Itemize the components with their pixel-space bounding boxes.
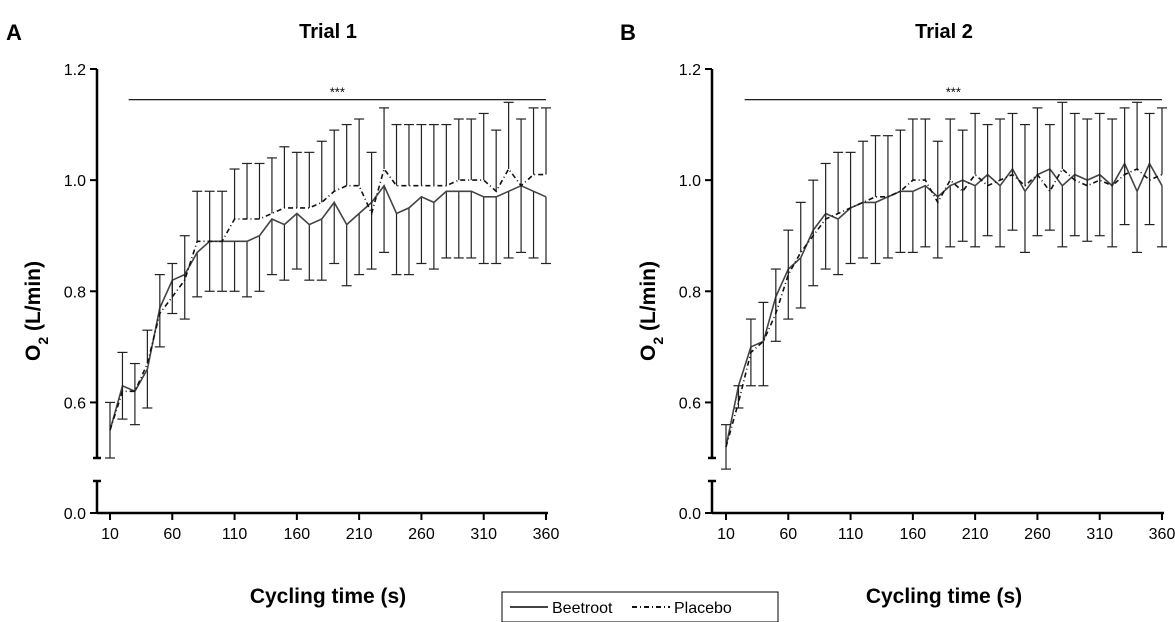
x-tick-label: 360 [533, 526, 560, 543]
y-tick-label: 0.0 [64, 506, 86, 523]
x-axis-title: Cycling time (s) [866, 585, 1022, 608]
x-tick-label: 160 [284, 526, 311, 543]
significance-label: *** [330, 85, 345, 100]
x-tick-label: 160 [900, 526, 927, 543]
x-tick-label: 360 [1149, 526, 1175, 543]
y-axis-title: O2 (L/min) [637, 261, 666, 361]
x-tick-label: 260 [408, 526, 435, 543]
y-tick-label: 0.8 [64, 284, 86, 301]
panel-trial-2: B Trial 2 0.6 0.8 1.0 1.2 0.0 10 60 110 160 210 260 3… [620, 20, 1175, 608]
y-tick-label: 0.6 [679, 395, 701, 412]
x-tick-label: 10 [101, 526, 119, 543]
panel-trial-1: A Trial 1 0.6 0.8 1.0 1.2 0.0 10 60 110 160 210 260 3… [6, 20, 559, 608]
x-tick-label: 110 [838, 526, 864, 543]
x-tick-label: 60 [779, 526, 797, 543]
x-tick-label: 310 [1086, 526, 1113, 543]
panel-letter: A [6, 20, 22, 45]
series-line-placebo [725, 167, 1163, 448]
x-axis-title: Cycling time (s) [250, 585, 406, 608]
x-tick-label: 60 [163, 526, 181, 543]
y-tick-label: 0.8 [679, 284, 701, 301]
panel-letter: B [620, 20, 636, 45]
x-tick-label: 210 [346, 526, 373, 543]
x-tick-label: 260 [1024, 526, 1051, 543]
series-line-beetroot [725, 161, 1163, 448]
x-tick-label: 210 [962, 526, 989, 543]
y-tick-label: 0.0 [679, 506, 701, 523]
y-tick-label: 1.2 [679, 62, 701, 79]
legend: Beetroot Placebo [501, 591, 779, 622]
y-axis-title: O2 (L/min) [22, 261, 51, 361]
significance-label: *** [946, 85, 961, 100]
x-tick-label: 310 [470, 526, 497, 543]
panel-title: Trial 2 [915, 21, 973, 43]
y-tick-label: 0.6 [64, 395, 86, 412]
series-line-placebo [109, 167, 546, 431]
legend-label-beetroot: Beetroot [552, 600, 613, 617]
y-tick-label: 1.0 [679, 173, 701, 190]
x-tick-label: 110 [222, 526, 248, 543]
y-tick-label: 1.2 [64, 62, 86, 79]
x-tick-label: 10 [717, 526, 735, 543]
panel-title: Trial 1 [299, 21, 357, 43]
y-tick-label: 1.0 [64, 173, 86, 190]
legend-label-placebo: Placebo [674, 600, 732, 617]
series-line-beetroot [109, 184, 547, 431]
